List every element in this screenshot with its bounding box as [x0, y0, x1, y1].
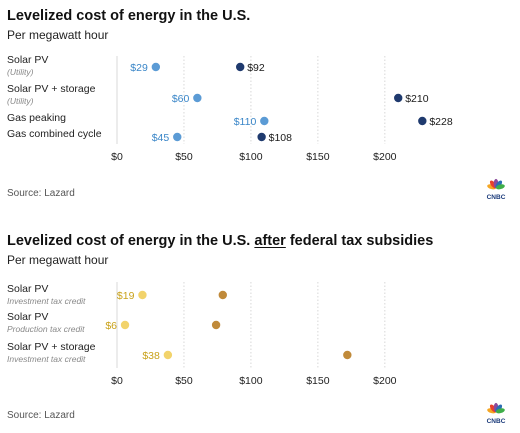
category-label: Solar PV + storage — [7, 341, 96, 353]
low-value-label: $110 — [234, 116, 257, 128]
chart-title: Levelized cost of energy in the U.S. — [7, 8, 251, 24]
x-tick-label: $0 — [111, 151, 123, 163]
chart-panel-2: $0 $50 $100 $150 $200 Solar PV Investment tax … — [0, 216, 520, 433]
category-note: (Utility) — [7, 67, 34, 77]
category-note: (Utility) — [7, 96, 34, 106]
x-tick-label: $100 — [239, 375, 263, 387]
high-value-label: $210 — [405, 93, 429, 105]
category-label: Solar PV — [7, 54, 48, 66]
low-value-label: $38 — [142, 350, 160, 362]
chart-subtitle: Per megawatt hour — [7, 253, 109, 267]
low-value-label: $19 — [117, 290, 135, 302]
low-value-label: $45 — [152, 132, 170, 144]
x-tick-label: $50 — [175, 375, 193, 387]
high-dot — [394, 93, 403, 103]
low-dot — [138, 290, 147, 300]
chart-source: Source: Lazard — [7, 410, 75, 421]
x-tick-label: $100 — [239, 151, 263, 163]
logo-text: CNBC — [487, 418, 506, 424]
title-part-2: federal tax subsidies — [285, 233, 434, 249]
category-note: Production tax credit — [7, 324, 85, 334]
category-label: Solar PV + storage — [7, 83, 96, 95]
high-dot — [211, 320, 221, 330]
x-tick-label: $0 — [111, 375, 123, 387]
low-value-label: $29 — [130, 62, 148, 74]
category-label: Solar PV — [7, 311, 48, 323]
logo-feather — [495, 184, 505, 190]
x-tick-label: $200 — [373, 151, 397, 163]
category-note: Investment tax credit — [7, 354, 86, 364]
chart-subtitle: Per megawatt hour — [7, 28, 109, 42]
category-label: Solar PV — [7, 283, 48, 295]
x-tick-label: $150 — [306, 375, 330, 387]
high-value-label: $108 — [269, 132, 293, 144]
low-value-label: $60 — [172, 93, 190, 105]
high-dot — [236, 62, 245, 72]
cnbc-logo-icon: CNBC — [487, 402, 506, 424]
low-dot — [151, 62, 161, 72]
high-dot — [418, 116, 427, 126]
x-tick-label: $50 — [175, 151, 193, 163]
x-tick-label: $150 — [306, 151, 330, 163]
high-dot — [218, 290, 227, 300]
low-dot — [173, 132, 182, 142]
low-dot — [193, 93, 202, 103]
title-part-1: Levelized cost of energy in the U.S. — [7, 233, 255, 249]
category-note: Investment tax credit — [7, 296, 86, 306]
category-label: Gas combined cycle — [7, 128, 102, 140]
low-dot — [260, 116, 269, 126]
category-label: Gas peaking — [7, 112, 66, 124]
low-dot — [163, 350, 173, 360]
cnbc-logo-icon: CNBC — [487, 178, 506, 200]
chart-source: Source: Lazard — [7, 188, 75, 199]
logo-text: CNBC — [487, 194, 506, 200]
high-value-label: $92 — [247, 62, 265, 74]
chart-title: Levelized cost of energy in the U.S. aft… — [7, 233, 433, 249]
high-value-label: $228 — [429, 116, 453, 128]
x-tick-label: $200 — [373, 375, 397, 387]
logo-feather — [495, 408, 505, 414]
low-value-label: $6 — [105, 320, 117, 332]
low-dot — [120, 320, 130, 330]
high-dot — [257, 132, 266, 142]
high-dot — [343, 350, 352, 360]
title-emphasis: after — [254, 233, 286, 249]
chart-panel-1: $0 $50 $100 $150 $200 Solar PV (Utility) $29 $92… — [0, 0, 520, 216]
